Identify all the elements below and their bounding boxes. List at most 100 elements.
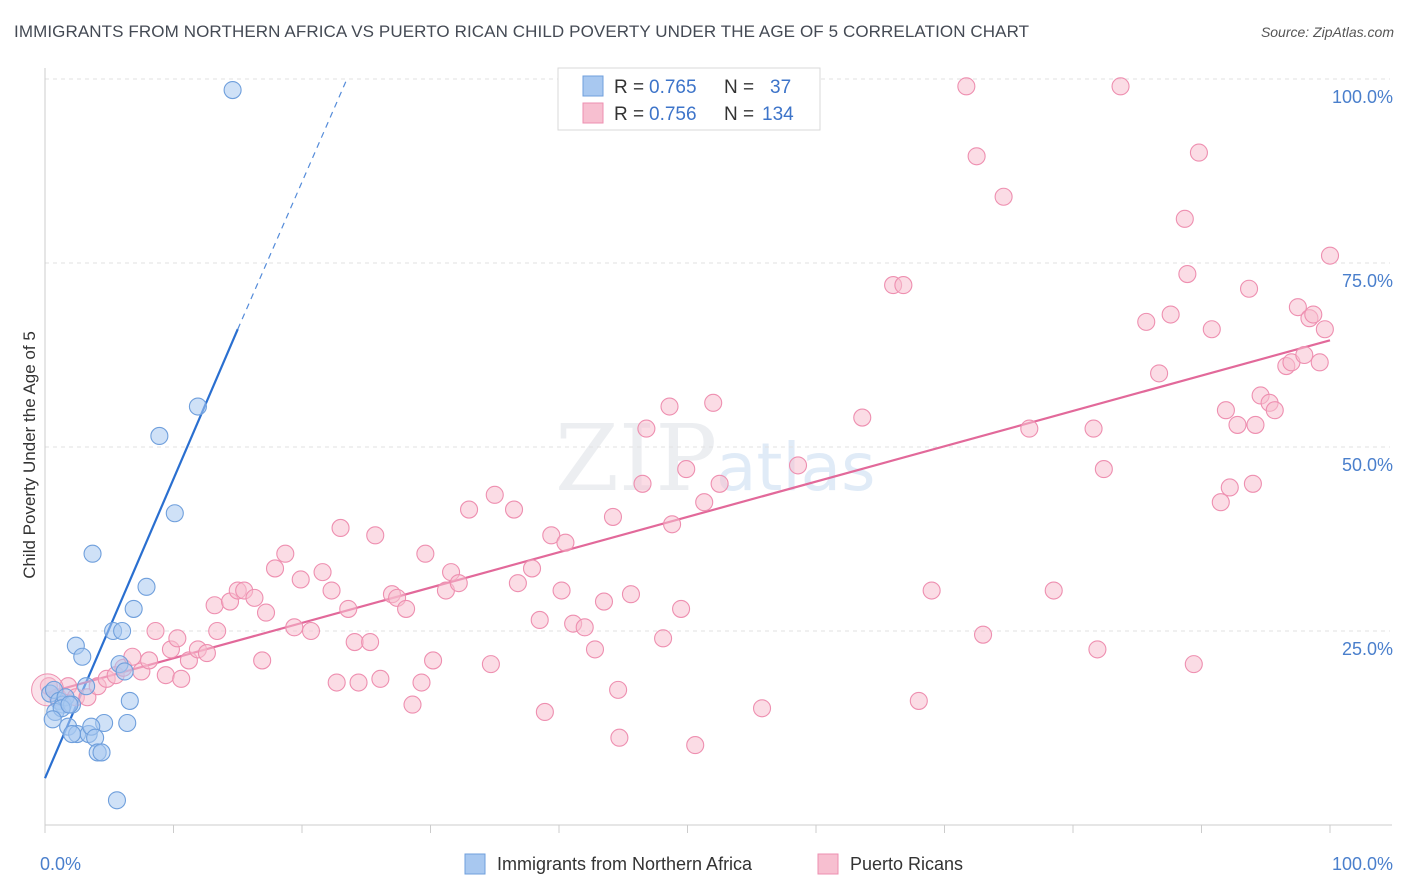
point-puerto-ricans [704, 393, 723, 412]
y-tick-label: 75.0% [1342, 271, 1393, 291]
trend-line-extension-northern-africa [237, 78, 348, 330]
point-puerto-ricans [412, 673, 431, 692]
watermark-zip: ZIP [555, 405, 717, 512]
point-puerto-ricans [1184, 655, 1203, 674]
x-tick-labels: 0.0% 100.0% [40, 854, 1393, 874]
point-puerto-ricans [967, 147, 986, 166]
point-puerto-ricans [575, 618, 594, 637]
point-puerto-ricans [481, 655, 500, 674]
point-puerto-ricans [585, 640, 605, 659]
point-puerto-ricans [552, 581, 571, 600]
point-puerto-ricans [1175, 209, 1194, 228]
point-puerto-ricans [1216, 401, 1235, 420]
y-tick-labels: 25.0% 50.0% 75.0% 100.0% [1332, 87, 1393, 659]
point-puerto-ricans [530, 610, 549, 630]
point-puerto-ricans [172, 669, 191, 688]
point-northern-africa [115, 662, 134, 681]
point-northern-africa [60, 695, 79, 714]
series-puerto-ricans [31, 77, 1340, 755]
point-puerto-ricans [788, 456, 808, 475]
point-puerto-ricans [609, 680, 628, 699]
point-puerto-ricans [366, 526, 385, 545]
point-puerto-ricans [1094, 460, 1113, 479]
point-northern-africa [77, 677, 96, 696]
series-legend-swatch-puerto-ricans [817, 853, 839, 875]
point-puerto-ricans [256, 603, 276, 622]
source-credit: Source: ZipAtlas.com [1260, 24, 1394, 40]
point-puerto-ricans [168, 629, 187, 648]
legend-r-label-2: R = [614, 104, 644, 125]
point-puerto-ricans [1088, 640, 1107, 659]
y-tick-label: 100.0% [1332, 87, 1393, 107]
point-puerto-ricans [695, 493, 714, 512]
point-northern-africa [92, 743, 111, 762]
point-puerto-ricans [1150, 364, 1169, 383]
stats-legend: R = 0.765 N = 37 R = 0.756 N = 134 [557, 67, 821, 131]
point-puerto-ricans [508, 574, 527, 593]
point-puerto-ricans [156, 666, 175, 685]
point-puerto-ricans [909, 691, 928, 710]
point-northern-africa [62, 724, 82, 744]
point-puerto-ricans [339, 599, 358, 618]
point-puerto-ricans [504, 500, 524, 519]
x-tick-label: 0.0% [40, 854, 81, 874]
point-northern-africa [150, 426, 169, 446]
legend-n-value-1: 37 [770, 77, 791, 98]
point-puerto-ricans [276, 544, 295, 563]
point-puerto-ricans [245, 588, 264, 607]
point-puerto-ricans [327, 673, 346, 692]
point-northern-africa [73, 647, 92, 666]
point-puerto-ricans [752, 699, 772, 718]
point-puerto-ricans [1044, 581, 1063, 600]
point-puerto-ricans [1111, 77, 1130, 96]
point-puerto-ricans [253, 651, 272, 670]
point-puerto-ricans [285, 618, 304, 637]
point-puerto-ricans [403, 695, 422, 714]
y-tick-label: 50.0% [1342, 455, 1393, 475]
point-puerto-ricans [1320, 246, 1340, 265]
point-northern-africa [107, 791, 127, 810]
point-puerto-ricans [522, 559, 542, 578]
point-puerto-ricans [485, 485, 504, 504]
point-puerto-ricans [1243, 474, 1262, 493]
point-puerto-ricans [449, 574, 468, 593]
point-puerto-ricans [349, 673, 368, 692]
point-puerto-ricans [660, 397, 679, 416]
point-puerto-ricans [603, 507, 623, 526]
point-puerto-ricans [1084, 419, 1103, 438]
point-puerto-ricans [146, 621, 165, 641]
point-northern-africa [188, 397, 207, 416]
point-puerto-ricans [1211, 493, 1230, 512]
point-puerto-ricans [853, 408, 872, 427]
legend-n-label-2: N = [724, 104, 754, 125]
point-puerto-ricans [535, 702, 554, 722]
point-puerto-ricans [1288, 298, 1307, 317]
point-puerto-ricans [710, 474, 729, 493]
legend-n-value-2: 134 [762, 104, 794, 125]
point-puerto-ricans [197, 644, 216, 663]
y-axis-label: Child Poverty Under the Age of 5 [20, 331, 39, 579]
point-northern-africa [120, 691, 139, 710]
point-puerto-ricans [424, 651, 443, 670]
point-puerto-ricans [637, 419, 656, 438]
point-puerto-ricans [1304, 305, 1323, 324]
point-northern-africa [83, 544, 102, 563]
point-northern-africa [165, 504, 184, 523]
point-puerto-ricans [1137, 312, 1156, 331]
legend-swatch-puerto-ricans [582, 102, 604, 124]
point-puerto-ricans [594, 592, 614, 611]
point-puerto-ricans [331, 518, 350, 538]
legend-r-value-2: 0.756 [649, 104, 697, 125]
point-puerto-ricans [1265, 401, 1284, 420]
point-puerto-ricans [672, 599, 691, 618]
point-puerto-ricans [633, 474, 652, 493]
gridlines [45, 78, 1390, 632]
point-puerto-ricans [397, 599, 416, 618]
point-puerto-ricans [345, 632, 364, 652]
point-puerto-ricans [1295, 345, 1314, 365]
point-puerto-ricans [1161, 305, 1180, 324]
y-tick-label: 25.0% [1342, 639, 1393, 659]
series-immigrants-northern-africa [41, 80, 242, 810]
point-puerto-ricans [459, 500, 479, 519]
point-puerto-ricans [621, 585, 641, 604]
